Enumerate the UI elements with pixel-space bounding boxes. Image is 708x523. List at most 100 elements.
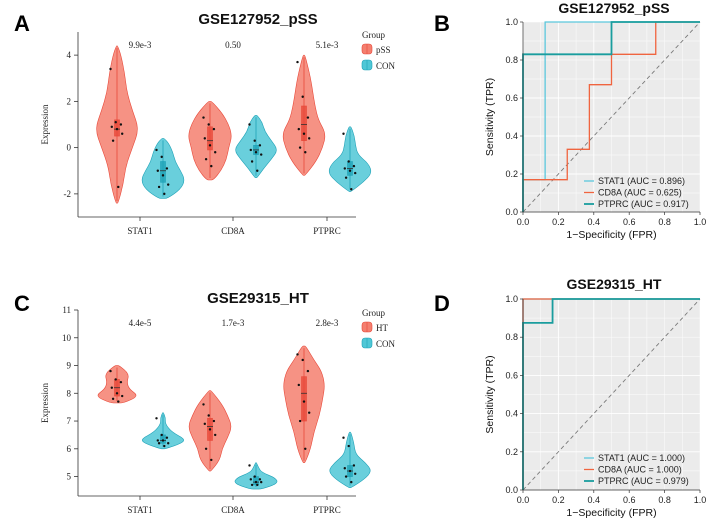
data-point <box>248 464 251 467</box>
data-point <box>350 188 353 191</box>
data-point <box>253 139 256 142</box>
data-point <box>165 167 169 170</box>
box-iqr <box>301 105 307 141</box>
data-point <box>161 439 165 442</box>
data-point <box>260 480 263 484</box>
data-point <box>160 433 163 437</box>
legend-label: CON <box>376 61 396 71</box>
data-point <box>202 403 205 406</box>
panel-d: D GSE29315_HT 0.00.0 0.2 0.2 0.4 0.4 0.6 0.6 0.8 0… <box>434 276 706 519</box>
data-point <box>254 151 258 154</box>
data-point <box>296 353 299 356</box>
data-point <box>160 155 163 159</box>
data-point <box>115 392 119 395</box>
reference-diagonal <box>522 298 701 491</box>
data-point <box>258 478 262 481</box>
data-point <box>297 383 300 387</box>
legend-label: CD8A (AUC = 0.625) <box>598 188 682 198</box>
data-point <box>254 480 258 484</box>
legend-label: PTPRC (AUC = 0.917) <box>598 199 689 209</box>
data-point <box>298 146 302 149</box>
y-tick-label: 0.4 <box>505 409 518 419</box>
data-point <box>306 116 310 119</box>
data-point <box>347 160 350 163</box>
legend-label: PTPRC (AUC = 0.979) <box>598 476 689 486</box>
data-point <box>344 176 348 179</box>
data-point <box>161 174 165 177</box>
data-point <box>202 116 205 119</box>
data-point <box>203 422 206 426</box>
chart-title: GSE127952_pSS <box>558 0 669 16</box>
box-iqr <box>253 476 259 486</box>
legend-label: STAT1 (AUC = 0.896) <box>598 176 685 186</box>
data-point <box>347 444 350 448</box>
panel-letter: D <box>434 291 450 316</box>
panel-letter: B <box>434 11 450 36</box>
x-tick-label: 1.0 <box>694 495 707 505</box>
data-point <box>343 467 346 470</box>
legend-label: STAT1 (AUC = 1.000) <box>598 453 685 463</box>
data-point <box>119 380 123 384</box>
data-point <box>109 67 112 71</box>
y-tick-label: 0 <box>67 143 72 153</box>
data-point <box>348 469 352 473</box>
y-tick-label: 11 <box>62 305 71 315</box>
y-tick-label: 7 <box>67 416 72 426</box>
x-tick-label: STAT1 <box>127 505 152 515</box>
x-tick-label: 0.6 <box>623 217 636 227</box>
y-tick-label: 0.6 <box>505 93 518 103</box>
data-point <box>208 428 212 431</box>
data-point <box>256 169 259 172</box>
panel-b: B GSE127952_pSS 0.00.0 0.2 0.2 0.4 0.4 0.6 0.6 0.… <box>434 0 706 241</box>
data-point <box>249 148 252 152</box>
p-value-label: 2.8e-3 <box>316 318 339 328</box>
data-point <box>302 400 306 403</box>
data-point <box>214 151 217 154</box>
x-tick-label: 0.2 <box>552 217 565 227</box>
y-axis-label: Sensitivity (TPR) <box>484 355 496 433</box>
x-tick-label: 1.0 <box>694 217 707 227</box>
y-tick-label: 0.2 <box>505 447 518 457</box>
y-tick-label: 1.0 <box>505 294 518 304</box>
box-iqr <box>301 376 307 422</box>
data-point <box>117 185 120 189</box>
p-value-label: 0.50 <box>225 40 241 50</box>
panel-letter: A <box>14 11 30 36</box>
x-tick-label: 0.6 <box>623 495 636 505</box>
y-tick-label: 0.4 <box>505 131 518 141</box>
data-point <box>110 125 114 129</box>
x-tick-label: 0.2 <box>552 495 565 505</box>
x-tick-label: 0.8 <box>658 495 671 505</box>
chart-title: GSE29315_HT <box>567 276 662 292</box>
x-tick-label: STAT1 <box>127 226 152 236</box>
x-tick-label: 0.4 <box>588 217 601 227</box>
legend-title: Group <box>362 30 385 40</box>
data-point <box>308 137 311 140</box>
x-axis-label: 1−Specificity (FPR) <box>566 229 656 241</box>
y-tick-label: 0.0 <box>505 485 518 495</box>
data-point <box>119 123 123 126</box>
p-value-label: 4.4e-5 <box>129 318 152 328</box>
y-tick-label: 0.8 <box>505 332 518 342</box>
legend-label: CON <box>376 339 396 349</box>
data-point <box>117 400 120 403</box>
x-tick-label: 0.0 <box>517 495 530 505</box>
data-point <box>155 148 158 152</box>
y-tick-label: 6 <box>67 444 72 454</box>
data-point <box>348 169 352 172</box>
chart-title: GSE29315_HT <box>207 290 309 307</box>
data-point <box>342 132 345 135</box>
data-point <box>155 417 158 420</box>
data-point <box>342 436 345 439</box>
data-point <box>260 153 263 156</box>
data-point <box>114 120 117 124</box>
panel-letter: C <box>14 291 30 316</box>
legend-label: CD8A (AUC = 1.000) <box>598 465 682 475</box>
data-point <box>111 139 115 142</box>
roc-curve-cd8a <box>522 21 700 212</box>
y-tick-label: 0.8 <box>505 55 518 65</box>
p-value-label: 5.1e-3 <box>316 40 339 50</box>
box-iqr <box>207 126 213 151</box>
y-tick-label: 1.0 <box>505 17 518 27</box>
